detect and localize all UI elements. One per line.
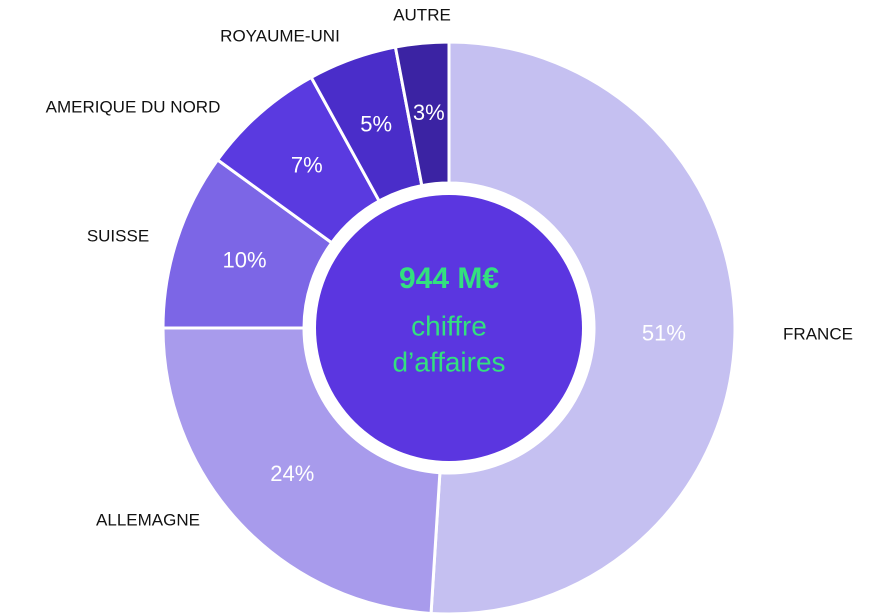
center-disc	[316, 195, 582, 461]
category-label: FRANCE	[783, 324, 853, 343]
value-label: 51%	[642, 321, 686, 346]
value-label: 24%	[270, 461, 314, 486]
center-text: d’affaires	[392, 346, 505, 377]
category-label: SUISSE	[87, 226, 149, 245]
center-value: 944 M€	[399, 262, 499, 295]
category-label: AUTRE	[393, 5, 451, 24]
value-label: 10%	[222, 247, 266, 272]
slice	[429, 40, 737, 613]
value-label: 5%	[360, 112, 392, 137]
slice	[393, 40, 451, 188]
category-label: AMERIQUE DU NORD	[46, 97, 221, 116]
category-label: ROYAUME-UNI	[220, 26, 340, 45]
slice	[161, 326, 442, 613]
center-text: chiffre	[411, 310, 487, 341]
category-label: ALLEMAGNE	[96, 510, 200, 529]
value-label: 3%	[413, 100, 445, 125]
value-label: 7%	[291, 153, 323, 178]
